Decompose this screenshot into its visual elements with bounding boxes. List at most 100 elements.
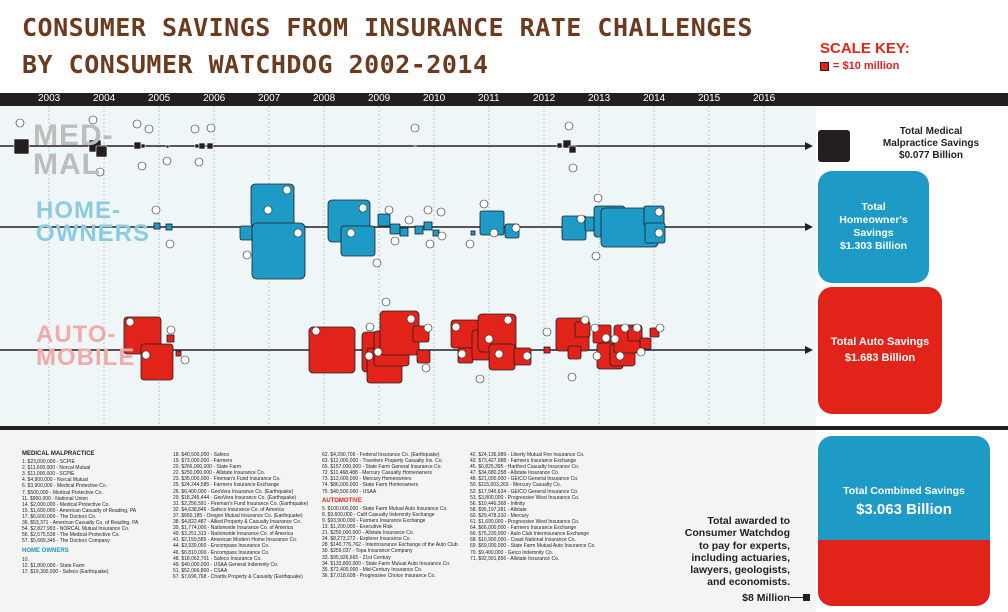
callout-markers: [15, 115, 665, 384]
home-mark: [153, 222, 161, 230]
list-column-3-items: 62. $4,290,706 - Federal Insurance Co. (…: [322, 452, 458, 495]
callout-marker: [141, 350, 151, 360]
list-item: 56. $10,446,368 - Infinity: [470, 500, 526, 507]
list-item: 7. $500,000 - Medical Protective Co.: [22, 489, 103, 496]
combined-total-value: $3.063 Billion: [856, 500, 952, 518]
home-mark: [165, 223, 173, 231]
list-item: 20. $266,000,000 - State Farm: [173, 464, 242, 471]
callout-marker: [132, 119, 142, 129]
home-mark: [423, 221, 433, 231]
year-label: 2004: [93, 93, 116, 104]
medical-total-text: Total Medical Malpractice Savings $0.077…: [856, 126, 1006, 162]
list-item: 26. $6,400,000 - GeoVera Insurance Co. (…: [173, 488, 294, 495]
auto-marks: [123, 310, 660, 384]
list-item: 52. $17,946,624 - GEICO General Insuranc…: [470, 488, 579, 495]
callout-marker: [373, 347, 383, 357]
year-label: 2011: [478, 93, 500, 104]
list-item: 10.: [22, 556, 29, 563]
awarded-line: Consumer Watchdog: [684, 527, 790, 540]
callout-marker: [390, 236, 400, 246]
list-item: 45. $6,825,395 - Hartford Casualty Insur…: [470, 464, 580, 471]
list-item: 13. $1,200,000 - Executive Risk: [322, 524, 393, 531]
callout-marker: [263, 205, 273, 215]
callout-marker: [282, 185, 292, 195]
medical-total-value: $0.077 Billion: [899, 150, 963, 161]
list-item: 23. $35,000,000 - Fireman's Fund Insuran…: [173, 476, 281, 483]
callout-marker: [511, 223, 521, 233]
auto-list-heading: AUTOMOTIVE: [322, 497, 362, 504]
callout-marker: [358, 203, 368, 213]
callout-marker: [423, 205, 433, 215]
list-item: 70. $9,400,000 - Geico Indemnity Co.: [470, 549, 554, 556]
awarded-line: lawyers, geologists,: [690, 564, 790, 577]
arrow-right-icon: [805, 223, 813, 231]
combined-total-box: Total Combined Savings $3.063 Billion: [818, 436, 990, 606]
auto-category-label: AUTO- MOBILE: [36, 323, 135, 370]
callout-marker: [365, 322, 375, 332]
callout-marker: [590, 323, 600, 333]
medical-mark: [140, 143, 146, 149]
callout-marker: [615, 351, 625, 361]
home-total-line: Homeowner's: [839, 213, 908, 226]
callout-marker: [567, 372, 577, 382]
list-item: 39. $1,774,000 - Nationwide Insurance Co…: [173, 525, 294, 532]
callout-marker: [425, 239, 435, 249]
list-item: 54. $2,827,993 - NORCAL Mutual Insurance…: [22, 526, 130, 533]
list-item: 61. $1,690,000 - Progressive West Insura…: [470, 519, 580, 526]
list-item: 30. $259,037 - Topa Insurance Company: [322, 548, 413, 555]
medical-mark: [556, 142, 563, 149]
arrow-right-icon: [805, 142, 813, 150]
auto-mark: [639, 337, 652, 350]
list-item: 36. $53,371 - American Casualty Co. of R…: [22, 520, 139, 527]
list-item: 65. $157,000,000 - State Farm General In…: [322, 464, 442, 471]
year-label: 2012: [533, 93, 556, 104]
list-item: 41. $2,159,585 - American Modern Home In…: [173, 537, 298, 544]
list-item: 64. $66,000,000 - Farmers Insurance Exch…: [470, 525, 577, 532]
callout-marker: [311, 326, 321, 336]
list-item: 1. $23,000,000 - SCPIE: [22, 459, 75, 466]
list-item: 75. $40,500,000 - USAA: [322, 488, 377, 495]
list-item: 38. $4,822,487 - Allied Property & Casua…: [173, 519, 302, 526]
list-item: 21. $250,000,000 - Allstate Insurance Co…: [322, 530, 415, 537]
callout-marker: [15, 118, 25, 128]
list-column-4-items: 42. $24,136,989 - Liberty Mutual Fire In…: [470, 452, 596, 562]
list-item: 49. $40,000,000 - USAA General Indemnity…: [173, 561, 279, 568]
combined-total-label: Total Combined Savings: [843, 484, 965, 497]
callout-marker: [601, 333, 611, 343]
scale-key-row: = $10 million: [820, 60, 910, 72]
list-item: 42. $24,136,989 - Liberty Mutual Fire In…: [470, 452, 585, 458]
medical-mark: [165, 144, 170, 149]
home-mark: [340, 225, 376, 257]
list-item: 2. $11,600,000 - Norcal Mutual: [22, 465, 91, 472]
callout-marker: [479, 199, 489, 209]
callout-marker: [381, 297, 391, 307]
callout-marker: [457, 349, 467, 359]
list-item: 50. $115,003,263 - Mercury Casualty Co.: [470, 482, 562, 489]
callout-marker: [610, 334, 620, 344]
home-mark: [377, 213, 391, 227]
home-mark: [399, 227, 409, 237]
list-item: 58. $95,197,381 - Allstate: [470, 506, 527, 513]
callout-marker: [654, 228, 664, 238]
list-item: 37. $660,185 - Oregon Mutual Insurance C…: [173, 512, 303, 519]
callout-marker: [404, 215, 414, 225]
list-item: 5. $100,000,000 - State Farm Mutual Auto…: [322, 505, 448, 512]
year-axis: 2003 2004 2005 2006 2007 2008 2009 2010 …: [0, 93, 1008, 106]
home-total-box: Total Homeowner's Savings $1.303 Billion: [818, 171, 929, 283]
list-column-3: 62. $4,290,706 - Federal Insurance Co. (…: [322, 452, 458, 579]
list-item: 71. $92,991,856 - Allstate Insurance Co.: [470, 555, 560, 562]
callout-marker: [437, 231, 447, 241]
medical-mark: [133, 141, 142, 150]
auto-mark: [574, 321, 591, 338]
awarded-leader-line: [790, 597, 804, 598]
title-line-1: CONSUMER SAVINGS FROM INSURANCE RATE CHA…: [22, 13, 753, 42]
medical-mark: [562, 139, 572, 149]
list-item: 48. $21,000,000 - GEICO General Insuranc…: [470, 476, 579, 483]
callout-marker: [421, 363, 431, 373]
auto-mark: [567, 345, 582, 360]
list-item: 19. $73,000,000 - Farmers: [173, 458, 233, 465]
medical-category-text: MED- MAL: [33, 119, 114, 181]
list-item: 25. $24,244,585 - Farmers Insurance Exch…: [173, 482, 280, 489]
list-column-4: 42. $24,136,989 - Liberty Mutual Fire In…: [470, 452, 596, 562]
home-category-text: HOME- OWNERS: [36, 197, 150, 247]
